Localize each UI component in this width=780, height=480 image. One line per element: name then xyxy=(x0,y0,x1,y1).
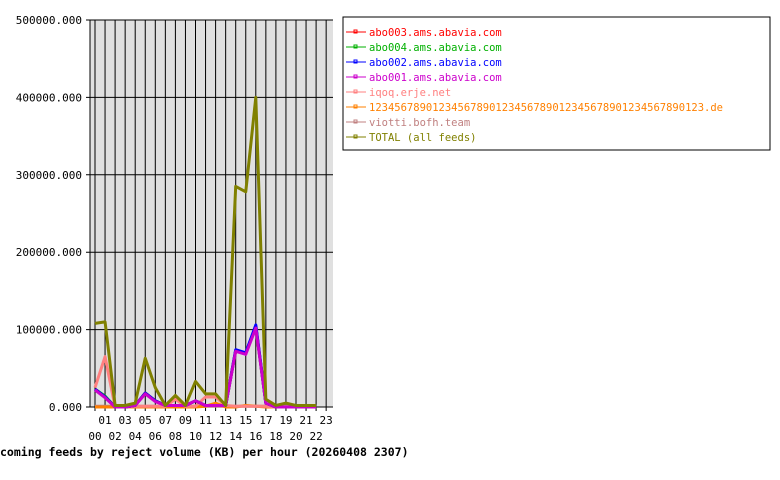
legend-label: viotti.bofh.team xyxy=(369,117,470,129)
legend-label: abo004.ams.abavia.com xyxy=(369,42,502,54)
series-line-3 xyxy=(94,326,317,409)
series-line-7 xyxy=(94,95,317,407)
x-tick-label: 16 xyxy=(249,430,262,443)
legend-marker xyxy=(353,74,358,79)
legend: abo003.ams.abavia.com abo004.ams.abavia.c… xyxy=(346,27,723,144)
x-tick-label: 15 xyxy=(239,414,252,427)
legend-marker xyxy=(353,44,358,49)
legend-label: abo002.ams.abavia.com xyxy=(369,57,502,69)
series-lines xyxy=(93,95,317,409)
x-tick-label: 06 xyxy=(149,430,162,443)
x-tick-label: 05 xyxy=(139,414,152,427)
x-tick-label: 22 xyxy=(309,430,322,443)
legend-marker xyxy=(353,29,358,34)
legend-box xyxy=(342,16,771,151)
plot-background xyxy=(90,20,333,407)
y-tick-label: 500000.000 xyxy=(16,14,82,27)
x-tick-label: 00 xyxy=(88,430,101,443)
x-tick-label: 14 xyxy=(229,430,243,443)
x-tick-label: 09 xyxy=(179,414,192,427)
x-tick-label: 08 xyxy=(169,430,182,443)
y-tick-label: 0.000 xyxy=(49,401,82,414)
y-tick-label: 100000.000 xyxy=(16,324,82,337)
x-tick-label: 23 xyxy=(320,414,333,427)
legend-marker xyxy=(353,89,358,94)
x-tick-label: 18 xyxy=(269,430,282,443)
legend-marker xyxy=(353,59,358,64)
legend-label: abo003.ams.abavia.com xyxy=(369,27,502,39)
legend-label: TOTAL (all feeds) xyxy=(369,132,476,144)
x-axis: 00 01 02 03 04 05 06 07 08 09 10 11 12 13 14 15 16 17 18 19… xyxy=(88,414,332,443)
legend-marker xyxy=(353,119,358,124)
y-tick-label: 400000.000 xyxy=(16,91,82,104)
legend-label: iqoq.erje.net xyxy=(369,87,451,99)
x-tick-label: 20 xyxy=(289,430,302,443)
x-tick-label: 03 xyxy=(119,414,132,427)
y-tick-label: 200000.000 xyxy=(16,246,82,259)
x-tick-label: 01 xyxy=(98,414,111,427)
legend-marker xyxy=(353,134,358,139)
y-tick-label: 300000.000 xyxy=(16,169,82,182)
x-tick-label: 12 xyxy=(209,430,222,443)
x-tick-label: 11 xyxy=(199,414,212,427)
legend-marker xyxy=(353,104,358,109)
y-axis: 0.000 100000.000 200000.000 300000.000 40000… xyxy=(16,14,82,414)
x-tick-label: 19 xyxy=(279,414,292,427)
x-tick-label: 21 xyxy=(299,414,312,427)
x-tick-label: 02 xyxy=(108,430,121,443)
x-tick-label: 10 xyxy=(189,430,202,443)
x-tick-label: 04 xyxy=(129,430,143,443)
legend-label: 1234567890123456789012345678901234567890… xyxy=(369,102,723,114)
legend-label: abo001.ams.abavia.com xyxy=(369,72,502,84)
x-tick-label: 17 xyxy=(259,414,272,427)
x-tick-label: 13 xyxy=(219,414,232,427)
x-tick-label: 07 xyxy=(159,414,172,427)
chart-title: coming feeds by reject volume (KB) per h… xyxy=(0,445,409,459)
